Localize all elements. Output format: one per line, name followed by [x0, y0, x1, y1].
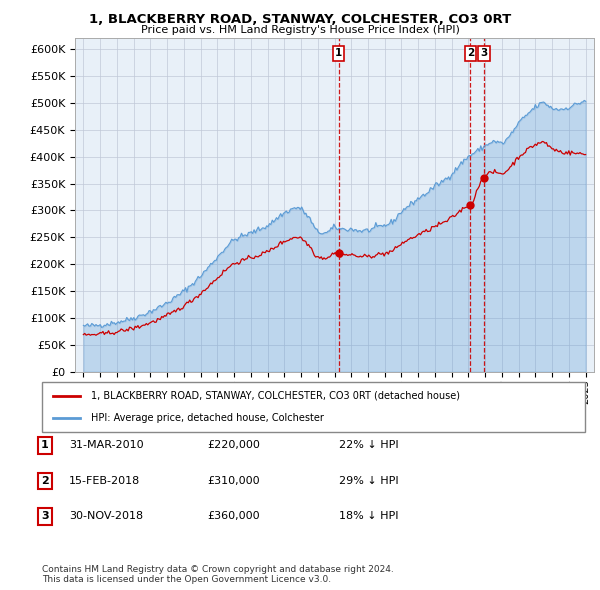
Text: £310,000: £310,000 [207, 476, 260, 486]
Text: HPI: Average price, detached house, Colchester: HPI: Average price, detached house, Colc… [91, 413, 324, 423]
FancyBboxPatch shape [42, 382, 585, 432]
Text: 2: 2 [467, 48, 474, 58]
Text: £220,000: £220,000 [207, 441, 260, 450]
Text: £360,000: £360,000 [207, 512, 260, 521]
Text: 3: 3 [41, 512, 49, 521]
Text: 18% ↓ HPI: 18% ↓ HPI [339, 512, 398, 521]
Text: 3: 3 [480, 48, 487, 58]
Text: 30-NOV-2018: 30-NOV-2018 [69, 512, 143, 521]
Text: Contains HM Land Registry data © Crown copyright and database right 2024.
This d: Contains HM Land Registry data © Crown c… [42, 565, 394, 584]
Text: 1: 1 [41, 441, 49, 450]
Text: 1: 1 [335, 48, 342, 58]
Text: 22% ↓ HPI: 22% ↓ HPI [339, 441, 398, 450]
Text: 2: 2 [41, 476, 49, 486]
Text: 31-MAR-2010: 31-MAR-2010 [69, 441, 143, 450]
Text: Price paid vs. HM Land Registry's House Price Index (HPI): Price paid vs. HM Land Registry's House … [140, 25, 460, 35]
Text: 1, BLACKBERRY ROAD, STANWAY, COLCHESTER, CO3 0RT: 1, BLACKBERRY ROAD, STANWAY, COLCHESTER,… [89, 13, 511, 26]
Text: 15-FEB-2018: 15-FEB-2018 [69, 476, 140, 486]
Text: 1, BLACKBERRY ROAD, STANWAY, COLCHESTER, CO3 0RT (detached house): 1, BLACKBERRY ROAD, STANWAY, COLCHESTER,… [91, 391, 460, 401]
Text: 29% ↓ HPI: 29% ↓ HPI [339, 476, 398, 486]
